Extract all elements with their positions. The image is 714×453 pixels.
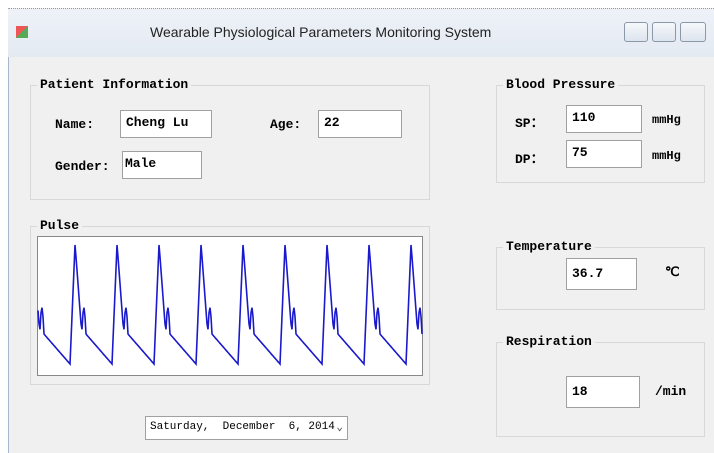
window-title: Wearable Physiological Parameters Monito… bbox=[150, 24, 492, 40]
name-input[interactable]: Cheng Lu bbox=[120, 110, 212, 138]
respiration-unit: /min bbox=[655, 384, 687, 399]
temperature-input[interactable]: 36.7 bbox=[566, 258, 637, 290]
date-text: Saturday, December 6, 2014 bbox=[150, 421, 335, 433]
pulse-plot bbox=[37, 236, 423, 376]
age-label: Age: bbox=[270, 117, 302, 132]
name-label: Name: bbox=[55, 117, 95, 132]
respiration-input[interactable]: 18 bbox=[566, 376, 640, 408]
respiration-group bbox=[496, 342, 705, 437]
maximize-button[interactable] bbox=[652, 22, 676, 42]
temperature-unit: ℃ bbox=[665, 265, 680, 280]
sp-unit: mmHg bbox=[652, 113, 681, 127]
group-title: Temperature bbox=[503, 239, 595, 254]
pulse-group bbox=[30, 226, 430, 385]
group-title: Patient Information bbox=[37, 77, 192, 92]
group-title: Pulse bbox=[37, 218, 83, 233]
group-title: Blood Pressure bbox=[503, 77, 619, 92]
age-input[interactable]: 22 bbox=[318, 110, 402, 138]
pulse-waveform bbox=[37, 244, 423, 367]
group-title: Respiration bbox=[503, 334, 595, 349]
date-picker[interactable]: Saturday, December 6, 2014 ⌄ bbox=[145, 416, 348, 440]
temperature-group bbox=[496, 247, 705, 310]
dp-unit: mmHg bbox=[652, 149, 681, 163]
blood-pressure-group bbox=[496, 85, 705, 183]
minimize-button[interactable] bbox=[624, 22, 648, 42]
dp-input[interactable]: 75 bbox=[566, 140, 642, 168]
title-bar bbox=[8, 9, 714, 57]
gender-label: Gender: bbox=[55, 159, 110, 174]
sp-label: SP： bbox=[515, 116, 544, 131]
patient-group bbox=[30, 85, 430, 200]
close-button[interactable] bbox=[680, 22, 706, 42]
app-icon bbox=[16, 26, 28, 38]
sp-input[interactable]: 110 bbox=[566, 105, 642, 133]
dropdown-arrow: ⌄ bbox=[336, 422, 343, 434]
dp-label: DP： bbox=[515, 152, 544, 167]
gender-input[interactable]: Male bbox=[122, 151, 202, 179]
